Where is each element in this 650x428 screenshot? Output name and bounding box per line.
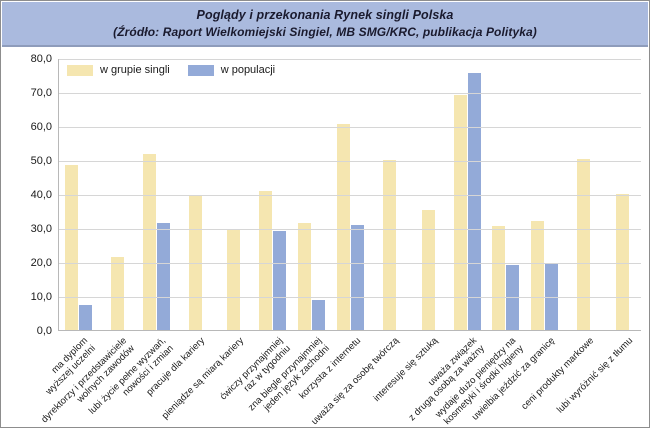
y-axis-tick-label: 70,0 [30,87,52,99]
bar-group [603,59,642,330]
bar-group [59,59,98,330]
bar-singli [336,124,350,330]
y-axis-tick-label: 60,0 [30,121,52,133]
bar-group [292,59,331,330]
chart-title-band: Poglądy i przekonania Rynek singli Polsk… [2,2,648,47]
bar-singli [110,256,124,330]
bar-singli [421,209,435,330]
bar-group [331,59,370,330]
bar-singli [453,94,467,330]
bar-group [137,59,176,330]
gridline [59,195,641,196]
gridline [59,297,641,298]
bar-singli [492,226,506,330]
bar-populacja [273,231,287,330]
gridline [59,263,641,264]
bar-populacja [312,300,326,330]
y-axis-tick-label: 80,0 [30,53,52,65]
legend-label: w populacji [220,64,276,76]
bar-populacja [156,222,170,330]
bar-group [98,59,137,330]
y-axis-tick-label: 40,0 [30,189,52,201]
page-title: Poglądy i przekonania Rynek singli Polsk… [196,7,454,22]
bar-singli [616,194,630,330]
gridline [59,59,641,60]
bar-group [214,59,253,330]
y-axis-tick-label: 50,0 [30,155,52,167]
legend-swatch-icon [67,64,93,76]
gridline [59,127,641,128]
bar-group [525,59,564,330]
y-axis-tick-label: 10,0 [30,291,52,303]
x-axis: ma dyplom wyższej uczelni dyrektorzy i pr… [39,333,641,427]
bar-singli [382,160,396,330]
plot-area: 0,0 10,0 20,0 30,0 40,0 50,0 60,0 70,0 80,0 w gr… [2,48,648,427]
y-axis-tick-label: 20,0 [30,257,52,269]
chart-subtitle: (Źródło: Raport Wielkomiejski Singiel, M… [113,24,537,39]
bar-populacja [545,263,559,330]
bar-singli [531,220,545,330]
bar-singli [227,230,241,330]
legend-item: w grupie singli [67,64,170,76]
bar-group [253,59,292,330]
bar-group [564,59,603,330]
legend-item: w populacji [187,64,276,76]
bar-group [370,59,409,330]
bar-singli [64,164,78,330]
bar-singli [259,190,273,330]
bar-group [409,59,448,330]
bar-singli [298,222,312,330]
legend-label: w grupie singli [100,64,170,76]
y-axis-tick-label: 0,0 [36,325,52,337]
chart-legend: w grupie singli w populacji [67,64,275,76]
bar-singli [577,159,591,330]
y-axis: 0,0 10,0 20,0 30,0 40,0 50,0 60,0 70,0 80,0 [2,53,52,337]
gridline [59,93,641,94]
bar-group [448,59,487,330]
legend-swatch-icon [187,64,214,76]
y-axis-tick-label: 30,0 [30,223,52,235]
gridline [59,229,641,230]
gridline [59,161,641,162]
bar-populacja [78,305,92,330]
plot-box: w grupie singli w populacji [58,59,641,331]
bar-singli [142,154,156,330]
bar-populacja [350,225,364,330]
bars-layer [59,59,641,330]
bar-populacja [467,72,481,330]
